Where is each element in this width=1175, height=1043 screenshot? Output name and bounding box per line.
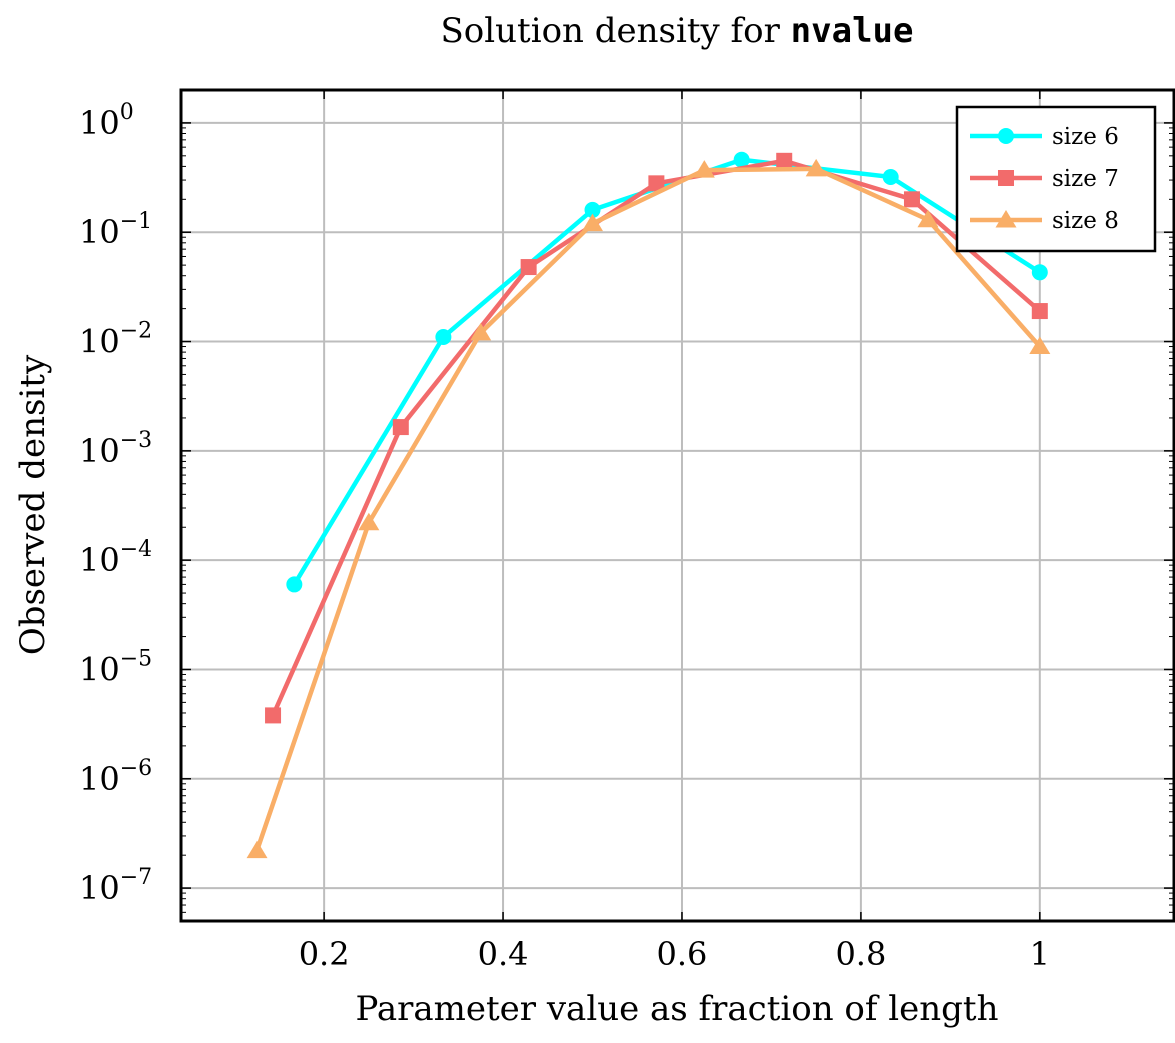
- y-axis-ticks: 100 10−1 10−2 10−3 10−4 10−5 10−6 10−7: [79, 100, 1174, 907]
- x-tick-label: 0.8: [835, 935, 886, 973]
- data-point-triangle: [805, 158, 827, 177]
- data-point-circle: [998, 128, 1014, 144]
- y-tick-label: 10−1: [79, 209, 152, 251]
- legend: size 6 size 7 size 8: [955, 105, 1157, 253]
- data-point-circle: [882, 168, 899, 185]
- data-point-triangle: [470, 322, 492, 341]
- series-3: [246, 158, 1051, 859]
- data-point-triangle: [995, 210, 1017, 228]
- data-point-square: [392, 419, 409, 436]
- series-layer: [246, 151, 1051, 859]
- y-tick-label: 100: [79, 100, 134, 142]
- series-line: [254, 166, 1042, 852]
- chart-title-code: nvalue: [791, 11, 914, 51]
- data-point-circle: [286, 576, 303, 593]
- data-point-circle: [733, 151, 750, 168]
- legend-label: size 8: [1052, 208, 1119, 234]
- y-tick-label: 10−6: [79, 756, 152, 798]
- y-tick-label: 10−3: [79, 428, 152, 470]
- y-tick-label: 10−4: [79, 537, 152, 579]
- y-tick-label: 10−2: [79, 319, 152, 361]
- data-point-circle: [584, 201, 601, 218]
- chart-title: Solution density for nvalue: [441, 11, 914, 51]
- plot-frame: [179, 88, 1175, 923]
- legend-label: size 6: [1052, 124, 1119, 150]
- x-tick-label: 0.6: [657, 935, 708, 973]
- data-point-triangle: [693, 160, 715, 178]
- data-point-triangle: [582, 213, 604, 232]
- x-tick-label: 0.2: [299, 935, 350, 973]
- data-point-square: [648, 175, 665, 192]
- x-axis-label: Parameter value as fraction of length: [356, 989, 999, 1029]
- data-point-triangle: [1029, 336, 1051, 355]
- x-tick-label: 0.4: [478, 935, 529, 973]
- legend-item: size 6: [970, 124, 1119, 150]
- x-axis-ticks: 0.2 0.4 0.6 0.8 1: [299, 90, 1050, 973]
- data-point-triangle: [358, 512, 380, 531]
- legend-item: size 7: [970, 166, 1119, 192]
- data-point-square: [998, 170, 1014, 186]
- data-point-square: [265, 707, 282, 724]
- series-line: [270, 158, 1042, 717]
- data-point-circle: [435, 329, 452, 346]
- y-axis-label: Observed density: [13, 354, 53, 655]
- x-tick-label: 1: [1030, 935, 1050, 973]
- data-point-circle: [1031, 264, 1048, 281]
- data-point-square: [520, 259, 537, 276]
- y-tick-label: 10−5: [79, 646, 152, 688]
- data-point-triangle: [917, 209, 939, 228]
- legend-label: size 7: [1052, 166, 1119, 192]
- data-point-square: [903, 191, 920, 208]
- data-point-triangle: [246, 840, 268, 859]
- grid: [181, 90, 1174, 921]
- legend-item: size 8: [970, 208, 1119, 234]
- series-2: [265, 152, 1048, 724]
- y-tick-label: 10−7: [79, 865, 152, 907]
- data-point-square: [776, 152, 793, 169]
- chart-title-prefix: Solution density for: [441, 11, 791, 51]
- data-point-square: [1031, 303, 1048, 320]
